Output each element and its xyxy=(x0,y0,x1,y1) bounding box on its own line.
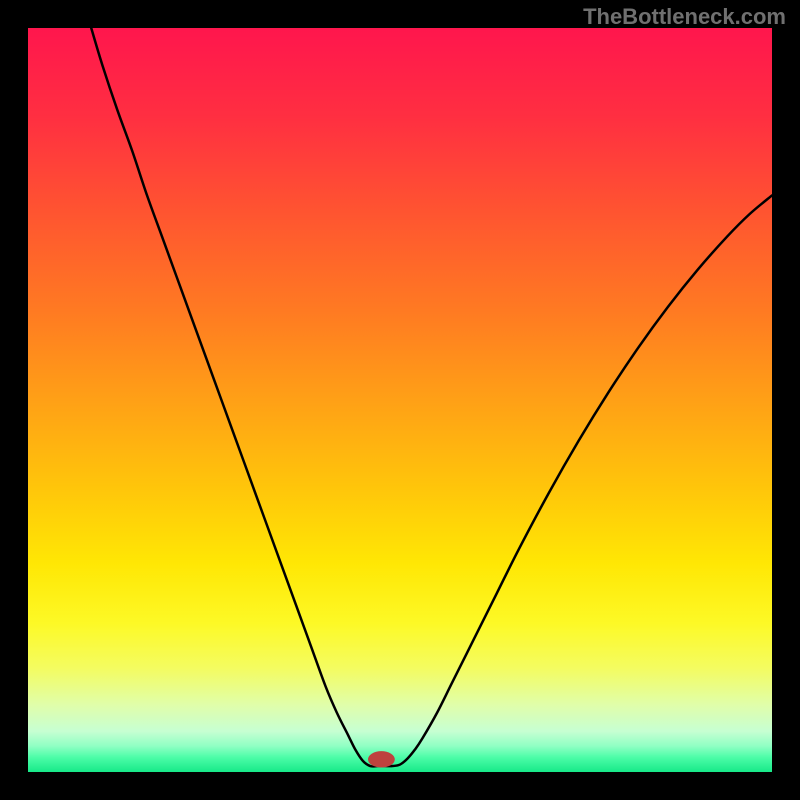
plot-area xyxy=(28,28,772,772)
minimum-marker xyxy=(368,751,395,767)
chart-container: TheBottleneck.com xyxy=(0,0,800,800)
gradient-background xyxy=(28,28,772,772)
chart-svg xyxy=(28,28,772,772)
watermark-text: TheBottleneck.com xyxy=(583,4,786,30)
